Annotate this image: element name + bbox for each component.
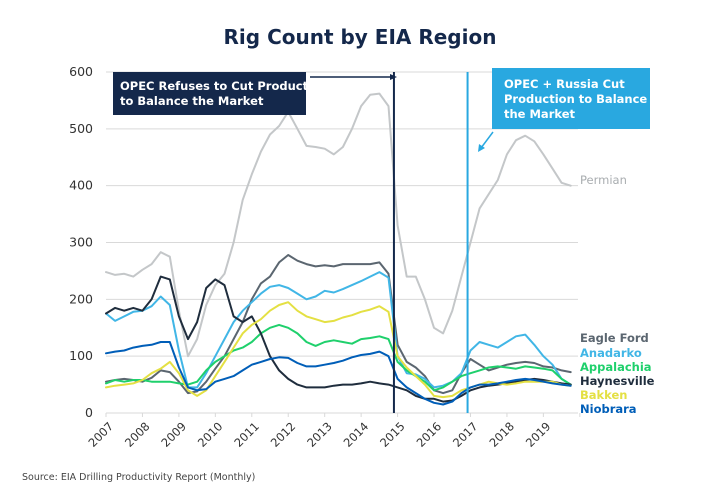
arrow-right-icon <box>390 74 397 80</box>
series-line-eagle-ford <box>105 254 572 395</box>
arrow-line <box>480 131 494 149</box>
annotation-text: to Balance the Market <box>120 94 264 108</box>
series-line-appalachia <box>105 323 572 392</box>
series-label-eagle-ford: Eagle Ford <box>580 331 649 345</box>
series-label-appalachia: Appalachia <box>580 360 652 374</box>
series-line-haynesville <box>105 275 572 403</box>
y-axis: 0 100 200 300 400 500 600 <box>69 64 93 420</box>
annotation-box-opec-russia <box>492 68 650 129</box>
annotation-text: OPEC Refuses to Cut Production <box>120 79 328 93</box>
series-layer <box>105 92 572 406</box>
x-tick-label: 2007 <box>86 419 117 450</box>
y-tick-label: 400 <box>69 178 93 193</box>
series-line-permian <box>105 92 572 358</box>
x-tick-label: 2013 <box>304 419 335 450</box>
annotation-text: Production to Balance <box>504 92 647 106</box>
series-label-niobrara: Niobrara <box>580 402 637 416</box>
y-tick-label: 500 <box>69 121 93 136</box>
x-tick-label: 2012 <box>268 419 299 450</box>
series-label-bakken: Bakken <box>580 388 628 402</box>
source-note: Source: EIA Drilling Productivity Report… <box>22 472 255 483</box>
x-tick-label: 2009 <box>158 419 189 450</box>
x-tick-label: 2019 <box>523 419 554 450</box>
annotation-box-opec-refuses <box>113 72 306 115</box>
series-label-permian: Permian <box>580 173 627 187</box>
arrow-down-left-icon <box>478 144 485 152</box>
x-axis: 2007 2008 2009 2010 2011 2012 2013 2014 2015 2016… <box>86 413 581 450</box>
x-tick-label: 2010 <box>195 419 226 450</box>
series-label-anadarko: Anadarko <box>580 346 642 360</box>
chart-title: Rig Count by EIA Region <box>224 25 497 49</box>
x-tick-label: 2008 <box>122 419 153 450</box>
x-tick-label: 2015 <box>377 419 408 450</box>
series-line-niobrara <box>105 341 572 406</box>
x-tick-label: 2014 <box>341 419 372 450</box>
y-tick-label: 100 <box>69 348 93 363</box>
x-tick-label: 2017 <box>450 419 481 450</box>
series-label-haynesville: Haynesville <box>580 374 655 388</box>
annotation-text: the Market <box>504 107 576 121</box>
x-tick-label: 2016 <box>414 419 445 450</box>
series-line-anadarko <box>105 271 572 389</box>
y-tick-label: 0 <box>85 405 93 420</box>
y-tick-label: 300 <box>69 235 93 250</box>
annotation-text: OPEC + Russia Cut <box>504 77 625 91</box>
series-line-bakken <box>105 301 572 399</box>
x-tick-label: 2018 <box>486 419 517 450</box>
x-tick-label: 2011 <box>231 419 262 450</box>
series-labels: Permian Eagle FordAnadarkoAppalachiaHayne… <box>580 173 655 416</box>
event-lines <box>392 72 469 413</box>
y-tick-label: 600 <box>69 64 93 79</box>
y-tick-label: 200 <box>69 291 93 306</box>
